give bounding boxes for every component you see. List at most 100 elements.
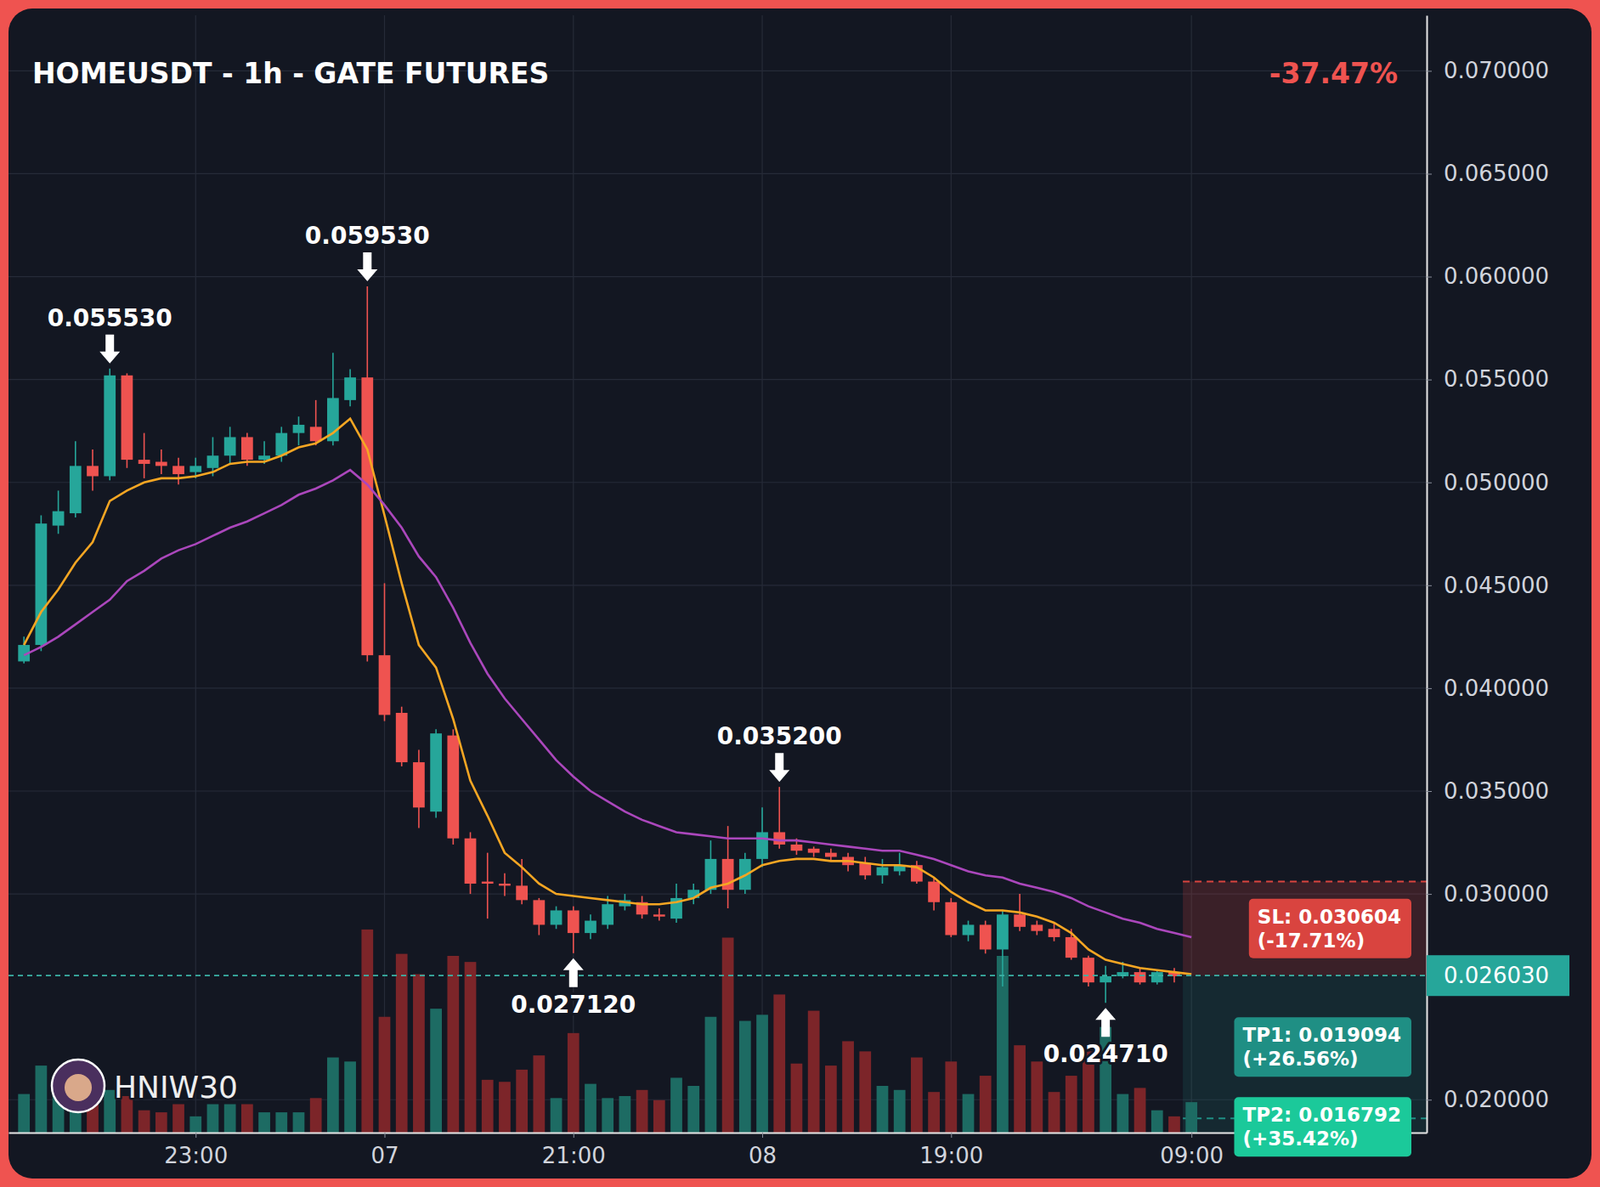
x-tick-mark <box>384 1132 386 1138</box>
volume-bar <box>825 1065 837 1133</box>
candle-body <box>344 377 357 401</box>
candle-body <box>498 883 511 886</box>
candle-body <box>515 885 528 900</box>
y-tick-mark <box>1426 1099 1432 1101</box>
volume-bar <box>1151 1110 1164 1133</box>
candle-body <box>1099 976 1112 983</box>
volume-bar <box>791 1063 803 1133</box>
volume-bar <box>979 1075 992 1133</box>
title: HOMEUSDT - 1h - GATE FUTURES <box>32 56 549 91</box>
volume-bar <box>842 1040 854 1133</box>
candle-wick <box>486 853 489 919</box>
volume-bar <box>893 1090 906 1133</box>
grid-line-y <box>8 276 1427 278</box>
volume-bar <box>378 1017 391 1133</box>
volume-bar <box>687 1085 700 1133</box>
volume-bar <box>327 1057 340 1133</box>
candle-body <box>207 455 220 469</box>
candle-body <box>241 436 254 460</box>
volume-bar <box>361 929 374 1133</box>
volume-bar <box>258 1112 271 1133</box>
annotation-arrow <box>1095 1007 1116 1037</box>
x-axis: 23:000721:000819:0009:00 <box>9 1132 1428 1169</box>
candle-body <box>412 762 425 808</box>
level-label-text: SL: 0.030604 <box>1257 905 1402 928</box>
last-price-label: 0.026030 <box>1443 962 1550 989</box>
volume-bar <box>962 1094 975 1133</box>
change-label: -37.47% <box>1269 56 1398 91</box>
volume-bar <box>498 1081 511 1133</box>
volume-bar <box>653 1100 666 1133</box>
candle-body <box>69 465 82 514</box>
candle-body <box>825 853 837 858</box>
candle-body <box>481 881 494 884</box>
candle-body <box>653 914 666 916</box>
volume-bar <box>1013 1045 1026 1133</box>
volume-bar <box>1134 1087 1147 1133</box>
volume-bar <box>446 955 459 1133</box>
candle-body <box>429 733 442 812</box>
candle-body <box>258 455 271 460</box>
candles <box>17 286 1181 1003</box>
x-tick: 21:00 <box>542 1132 606 1169</box>
grid-line-x <box>761 15 763 1133</box>
annotation-arrow <box>99 334 120 364</box>
y-tick: 0.055000 <box>1426 366 1550 392</box>
volume-bar <box>35 1065 48 1133</box>
volume-bar <box>601 1097 614 1133</box>
panel <box>8 8 1592 1179</box>
x-tick-label: 07 <box>370 1142 399 1169</box>
candle-body <box>446 735 459 839</box>
x-tick: 07 <box>370 1132 399 1169</box>
volume-bar <box>773 994 786 1133</box>
candle-body <box>293 424 306 434</box>
candle-body <box>1065 937 1078 958</box>
annotation-label: 0.055530 <box>47 304 173 333</box>
volume-bar <box>429 1008 442 1133</box>
volume-bar <box>859 1051 871 1133</box>
candle-body <box>310 426 323 441</box>
y-tick-label: 0.040000 <box>1443 675 1550 702</box>
candle-body <box>224 436 237 456</box>
volume-bar <box>481 1079 494 1133</box>
grid-line-y <box>8 173 1427 175</box>
level-label-box <box>1249 898 1412 959</box>
grid-line-x <box>195 15 197 1133</box>
candle-body <box>567 910 580 933</box>
volume-bar <box>207 1104 220 1133</box>
watermark: HNIW30 <box>51 1059 238 1113</box>
candle-body <box>996 914 1009 950</box>
volume-bar <box>17 1094 30 1133</box>
candle-body <box>944 902 957 936</box>
volume-bar <box>756 1014 769 1133</box>
level-change-text: (+35.42%) <box>1242 1127 1358 1150</box>
candle-body <box>138 459 151 464</box>
grid-line-x <box>950 15 952 1133</box>
candle-body <box>756 831 769 859</box>
candle-body <box>859 863 871 877</box>
y-tick-label: 0.035000 <box>1443 778 1550 804</box>
volume-bar <box>395 954 408 1133</box>
ema-line <box>23 469 1192 938</box>
x-tick-label: 09:00 <box>1159 1142 1224 1169</box>
x-tick: 08 <box>748 1132 777 1169</box>
volume-bar <box>1116 1094 1129 1133</box>
grid-line-y <box>8 378 1427 380</box>
annotation-label: 0.059530 <box>305 221 430 250</box>
grid <box>8 15 1427 1133</box>
x-tick-mark <box>1191 1132 1193 1138</box>
volume-bar <box>310 1097 323 1133</box>
grid-line-y <box>8 687 1427 689</box>
annotation-arrow <box>563 958 584 988</box>
candle-body <box>1151 972 1164 983</box>
volume-bar <box>705 1017 718 1133</box>
candle-body <box>103 375 116 477</box>
annotation-label: 0.035200 <box>717 722 843 751</box>
level-label: TP2: 0.016792(+35.42%) <box>1233 1096 1412 1157</box>
target-zone <box>1182 975 1427 1133</box>
candle-body <box>791 844 803 851</box>
volume-bar <box>722 937 735 1133</box>
candle-body <box>121 375 134 460</box>
volume-bar <box>944 1061 957 1133</box>
last-price-box: 0.026030 <box>1426 955 1570 996</box>
